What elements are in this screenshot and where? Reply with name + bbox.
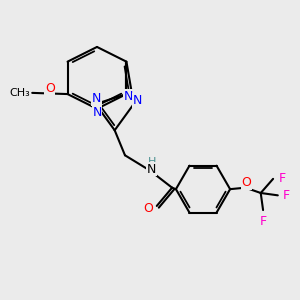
Text: N: N [124, 90, 134, 103]
Text: N: N [133, 94, 142, 107]
Text: CH₃: CH₃ [9, 88, 30, 98]
Text: H: H [148, 158, 157, 167]
Text: F: F [260, 215, 267, 228]
Text: F: F [278, 172, 286, 185]
Text: N: N [92, 92, 101, 105]
Text: N: N [92, 106, 102, 119]
Text: O: O [45, 82, 55, 95]
Text: O: O [242, 176, 251, 190]
Text: N: N [147, 163, 157, 176]
Text: F: F [283, 189, 290, 202]
Text: O: O [143, 202, 153, 215]
